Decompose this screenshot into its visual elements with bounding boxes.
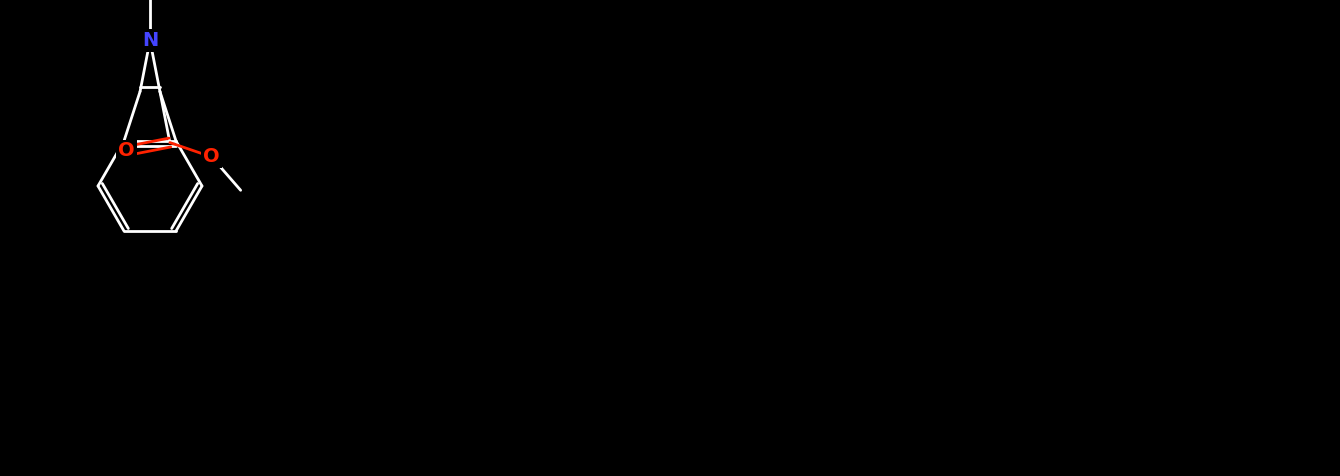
Text: O: O bbox=[204, 148, 220, 167]
Text: N: N bbox=[142, 31, 158, 50]
Text: O: O bbox=[118, 141, 135, 160]
